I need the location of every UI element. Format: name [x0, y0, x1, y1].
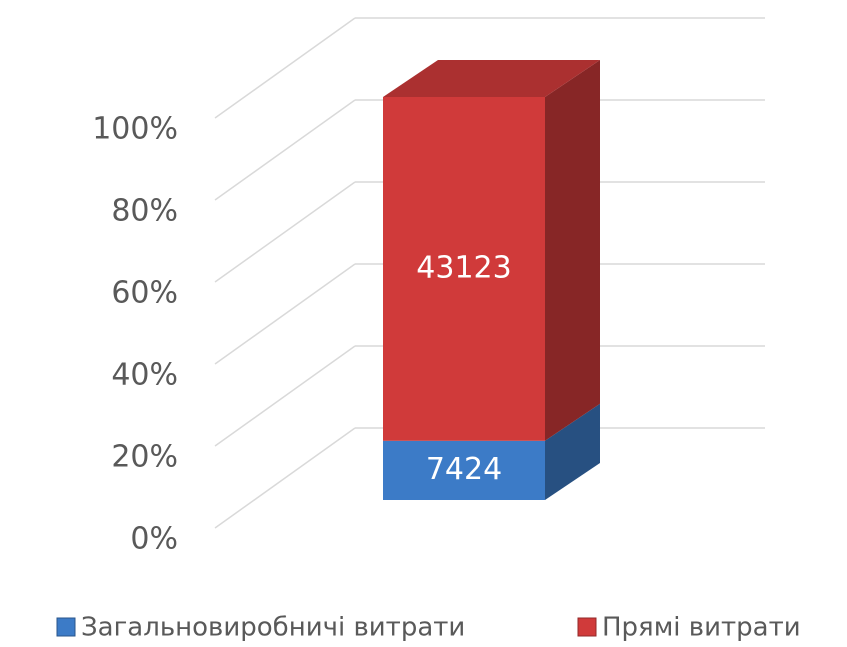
y-tick-label: 60%: [111, 276, 178, 311]
bar-segment: [383, 97, 545, 441]
legend-swatch: [577, 617, 597, 637]
y-tick-label: 40%: [111, 358, 178, 393]
bar-side: [545, 60, 600, 441]
grid-line: [214, 99, 356, 201]
bar-top: [383, 60, 600, 97]
data-label: 7424: [426, 452, 502, 487]
grid-line: [214, 181, 356, 283]
grid-line: [214, 17, 356, 119]
y-tick-label: 20%: [111, 440, 178, 475]
bar-segment: [383, 440, 545, 500]
y-tick-label: 0%: [130, 522, 178, 557]
bar-side: [545, 403, 600, 500]
legend-label: Загальновиробничі витрати: [81, 613, 465, 643]
y-tick-label: 100%: [92, 112, 178, 147]
y-tick-label: 80%: [111, 194, 178, 229]
grid-line: [214, 345, 356, 447]
legend-swatch: [56, 617, 76, 637]
grid-line: [214, 427, 356, 529]
data-label: 43123: [416, 250, 511, 285]
grid-line: [214, 263, 356, 365]
legend-label: Прямі витрати: [602, 613, 801, 643]
